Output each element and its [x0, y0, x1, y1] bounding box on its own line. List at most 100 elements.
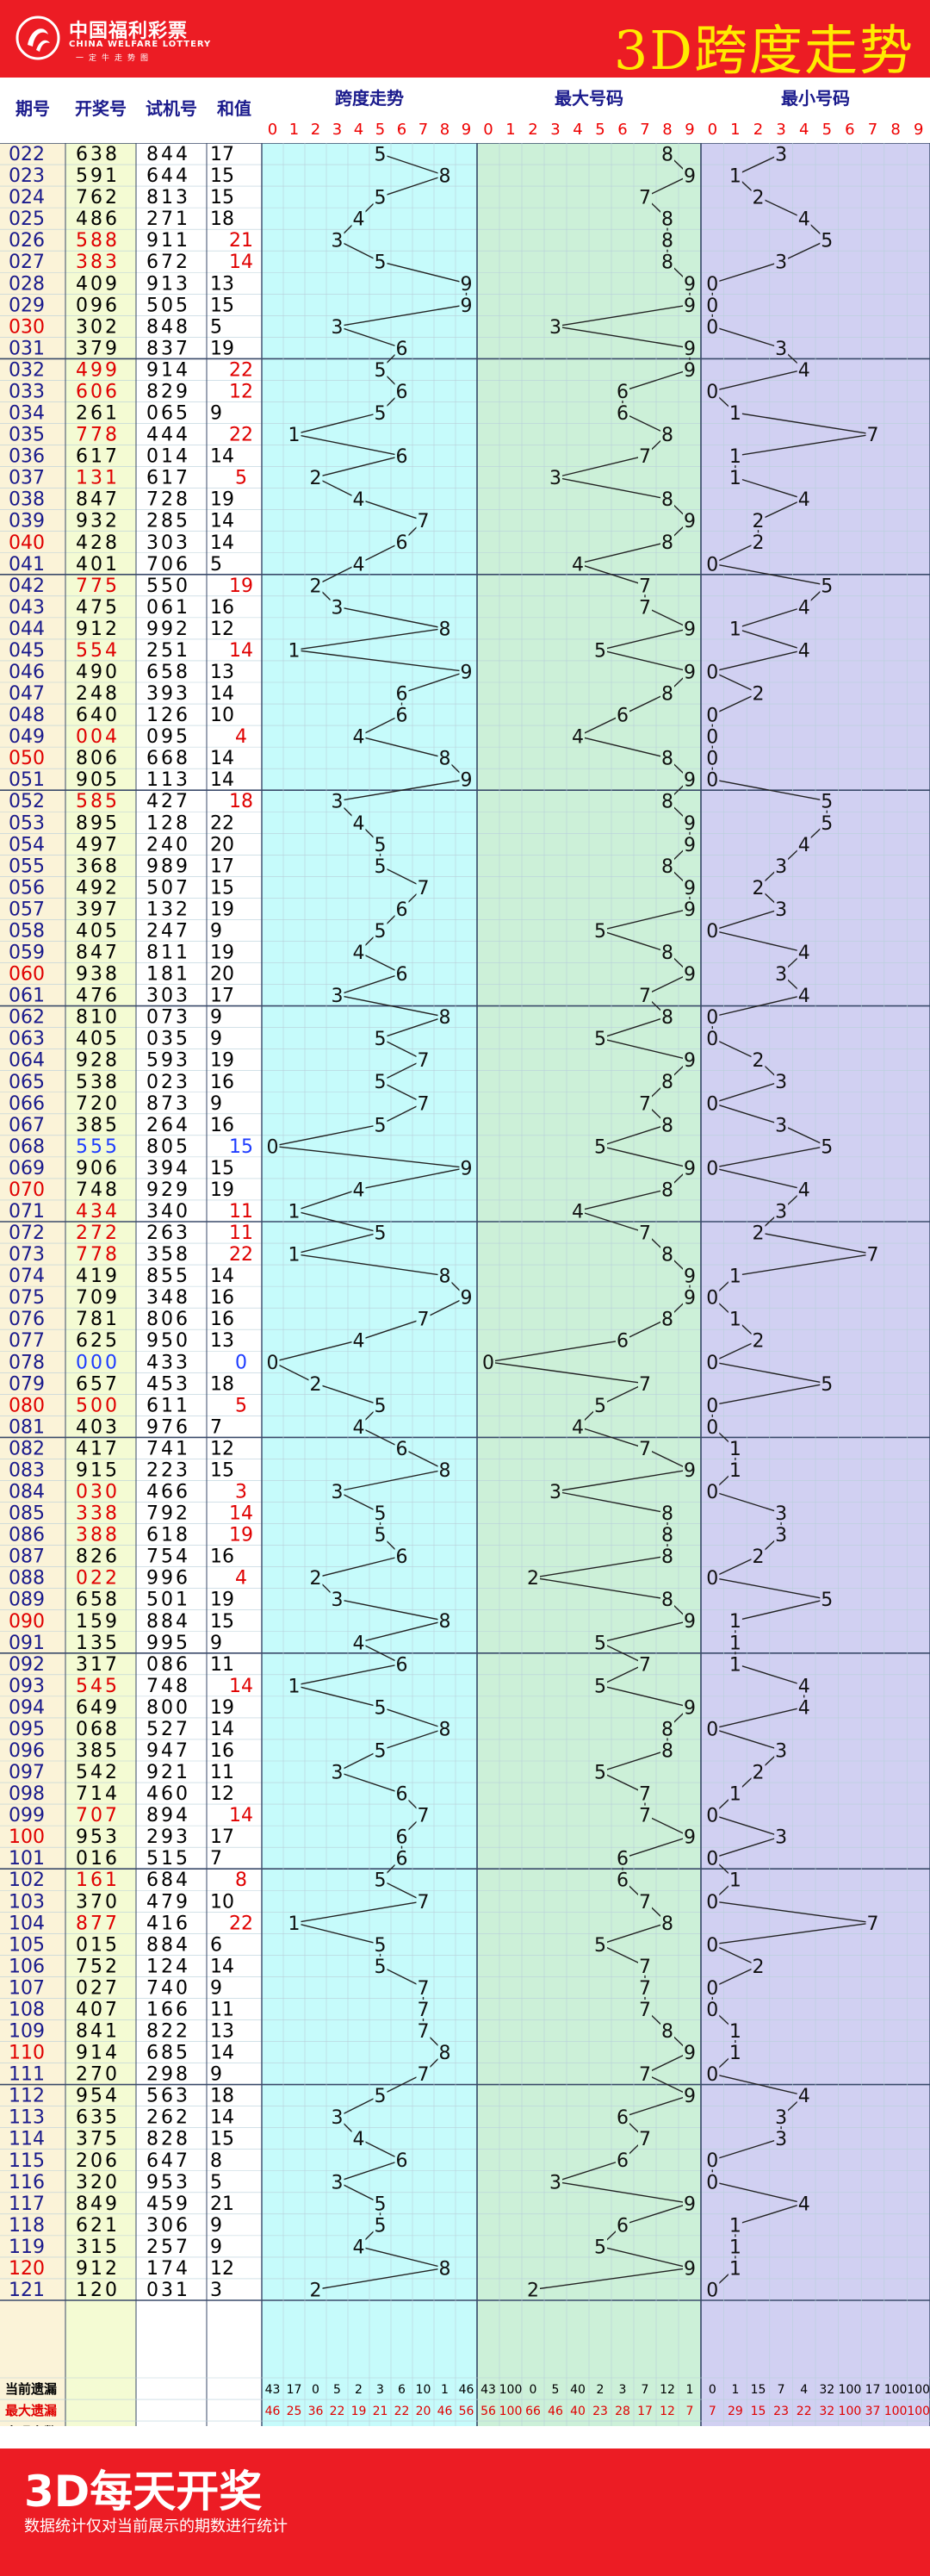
span-marker-bg [437, 165, 452, 185]
period-cell: 033 [9, 381, 45, 402]
span-marker: 3 [332, 986, 344, 1007]
table-row: 036 617 014 14 [9, 446, 234, 468]
digit-header-min-5: 5 [822, 121, 833, 139]
max-marker-bg [593, 1633, 607, 1652]
span-trend-segment [294, 1684, 381, 1708]
span-marker-bg [373, 403, 388, 422]
period-cell: 068 [9, 1136, 45, 1158]
min-marker: 2 [753, 532, 765, 554]
table-row: 091 135 995 9 [9, 1633, 222, 1654]
span-trend-segment [380, 1727, 445, 1752]
span-marker-bg [308, 1568, 323, 1588]
span-marker: 6 [396, 1546, 408, 1568]
stats-value-max: 66 [525, 2405, 541, 2418]
draw-number-cell: 476 [76, 986, 120, 1007]
min-marker-bg [797, 1179, 811, 1199]
period-cell: 022 [9, 144, 45, 165]
min-marker: 0 [706, 921, 718, 943]
draw-number-cell: 635 [76, 2107, 120, 2129]
min-marker-bg [728, 2258, 742, 2278]
max-marker: 8 [661, 1719, 673, 1740]
max-marker-bg [683, 1611, 697, 1631]
test-number-cell: 306 [146, 2215, 190, 2237]
draw-number-cell: 778 [76, 425, 120, 446]
span-marker-bg [437, 1266, 452, 1285]
sum-cell: 16 [210, 1072, 234, 1093]
min-marker-bg [774, 1115, 789, 1135]
table-row: 116 320 953 5 [9, 2172, 222, 2193]
table-row: 047 248 393 14 [9, 683, 234, 705]
draw-number-cell: 762 [76, 187, 120, 208]
max-trend-segment [599, 1663, 646, 1686]
sum-cell: 14 [210, 1956, 234, 1977]
table-row: 113 635 262 14 [9, 2107, 234, 2129]
max-marker-bg [660, 791, 674, 811]
test-number-cell: 811 [146, 943, 190, 964]
digit-header-min-6: 6 [845, 121, 855, 139]
period-cell: 086 [9, 1525, 45, 1546]
min-marker-bg [705, 1007, 720, 1027]
max-marker: 7 [639, 1374, 651, 1396]
span-trend-segment [380, 1059, 424, 1082]
min-marker-bg [774, 964, 789, 984]
period-cell: 085 [9, 1503, 45, 1525]
sum-cell: 14 [229, 1805, 253, 1826]
max-marker-bg [683, 877, 697, 897]
max-marker: 7 [639, 2000, 651, 2021]
min-marker: 0 [706, 1892, 718, 1913]
span-marker-bg [351, 1179, 366, 1199]
span-marker: 5 [375, 1935, 387, 1957]
max-marker: 9 [684, 1288, 696, 1310]
span-marker-bg [373, 1029, 388, 1048]
sum-cell: 16 [210, 1740, 234, 1762]
max-marker: 9 [684, 899, 696, 921]
sum-cell: 18 [210, 208, 234, 230]
table-row: 044 912 992 12 [9, 619, 234, 640]
max-marker: 8 [661, 209, 673, 231]
max-marker: 7 [639, 1439, 651, 1460]
max-marker: 5 [594, 2237, 606, 2258]
span-marker: 3 [332, 1590, 344, 1611]
test-number-cell: 427 [146, 791, 190, 812]
max-trend-segment [599, 1016, 668, 1039]
min-marker: 4 [798, 597, 810, 619]
period-cell: 041 [9, 554, 45, 576]
span-marker: 7 [418, 1310, 430, 1331]
span-trend-segment [380, 1037, 424, 1061]
span-trend-segment [294, 627, 445, 651]
min-marker: 3 [775, 856, 787, 878]
span-marker: 1 [288, 1245, 301, 1266]
sum-cell: 15 [210, 877, 234, 899]
max-marker: 8 [661, 749, 673, 770]
min-marker: 4 [798, 943, 810, 964]
max-marker: 8 [661, 532, 673, 554]
period-cell: 069 [9, 1158, 45, 1179]
footer-title: 3D每天开奖 [24, 2467, 263, 2517]
span-marker-bg [330, 791, 344, 811]
draw-column-bg [65, 143, 136, 2426]
min-trend-segment [712, 1102, 782, 1125]
max-marker-bg [593, 1395, 607, 1415]
min-marker-bg [774, 2129, 789, 2149]
min-marker: 1 [729, 619, 741, 640]
span-marker: 4 [353, 943, 365, 964]
table-row: 110 914 685 14 [9, 2043, 234, 2064]
test-number-cell: 953 [146, 2172, 190, 2193]
table-row: 095 068 527 14 [9, 1719, 234, 1740]
span-marker-bg [351, 554, 366, 574]
period-cell: 071 [9, 1201, 45, 1223]
draw-number-cell: 405 [76, 1029, 120, 1050]
sum-cell: 12 [210, 1438, 234, 1459]
period-cell: 118 [9, 2215, 45, 2237]
period-cell: 061 [9, 986, 45, 1007]
max-trend-segment [622, 692, 668, 716]
span-marker-bg [330, 1482, 344, 1501]
min-trend-segment [735, 2202, 804, 2226]
table-row: 057 397 132 19 [9, 899, 234, 920]
span-marker-bg [394, 2150, 409, 2170]
table-row: 027 383 672 14 [9, 252, 253, 273]
table-row: 046 490 658 13 [9, 662, 234, 683]
span-marker: 1 [288, 640, 301, 662]
max-marker: 8 [661, 1525, 673, 1546]
